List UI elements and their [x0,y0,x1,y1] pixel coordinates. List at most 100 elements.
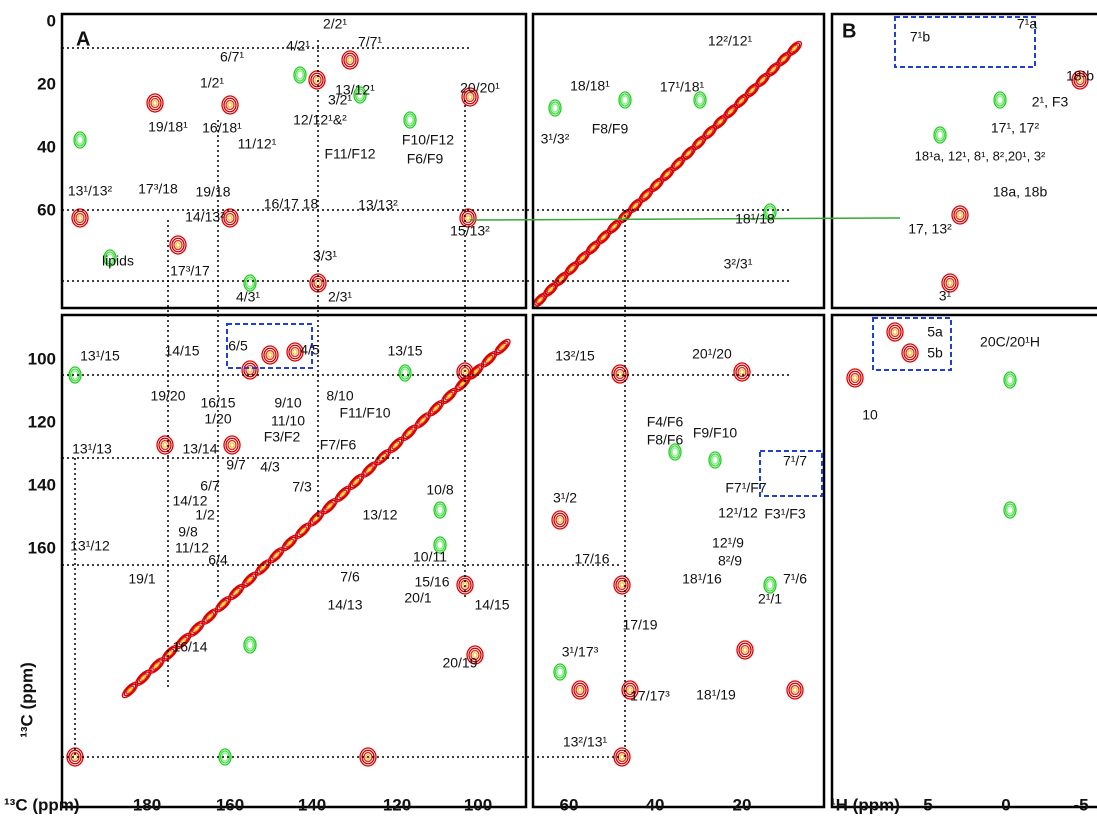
peak-contour [626,196,644,214]
peak-contour [200,607,220,627]
peak-label: 17³/18 [138,181,178,197]
peak-contour [576,686,584,695]
peak-contour [578,688,582,693]
peak-label: 11/12 [175,540,209,556]
peak-contour [418,416,428,426]
peak-contour [893,330,897,335]
peak-label: F11/F12 [324,146,375,162]
peak-label: 6/5 [228,338,248,354]
peak-label: 18¹b [1066,68,1094,84]
peak-contour [594,228,612,246]
peak-label: 18/18¹ [570,78,610,94]
x-tick-label: 5 [923,795,932,814]
peak-contour [541,280,559,298]
peak-contour [722,102,740,120]
peak-contour [743,81,761,99]
y-tick-label: 40 [37,137,56,156]
peak-contour [497,342,507,352]
x-tick-label: 0 [1001,795,1010,814]
peak-label: 11/12¹ [238,136,277,152]
peak-contour [1007,506,1013,514]
peak-label: 13/14 [182,441,217,457]
peak-contour [711,113,729,131]
peak-contour [348,58,352,63]
peak-label: 10/8 [426,482,453,498]
peak-label: 3/3¹ [313,248,337,264]
peak-label: 7¹b [910,29,930,45]
peak-contour [679,144,697,162]
peak-label: F8/F9 [592,121,629,137]
peak-contour [247,279,253,287]
peak-contour [605,217,623,235]
peak-contour [78,216,82,221]
peak-contour [391,440,401,450]
peak-label: 2/3¹ [328,289,352,305]
peak-contour [956,211,964,220]
peak-contour [620,755,624,760]
peak-label: F7/F6 [320,437,357,453]
peak-label: 17¹, 17² [991,120,1040,136]
peak-contour [266,351,274,360]
peak-contour [906,349,914,358]
peak-label: F3/F2 [264,429,301,445]
x-tick-label: 100 [464,795,492,814]
y-tick-label: 160 [28,538,56,557]
peak-label: 6/7¹ [220,49,244,65]
peak-label: 20¹/20 [692,346,732,362]
x-tick-label: 20 [733,795,752,814]
peak-contour [700,123,718,141]
peak-contour [785,39,803,57]
peak-contour [246,366,254,375]
peak-label: 4/2¹ [286,38,310,54]
peak-label: 2¹, F3 [1032,94,1069,110]
peak-contour [133,668,153,688]
peak-contour [793,688,797,693]
peak-label: 10/11 [413,549,447,565]
peak-contour [948,281,952,286]
peak-contour [891,328,899,337]
peak-contour [213,594,233,614]
peak-contour [228,441,236,450]
panel-label: A [76,28,90,50]
peak-contour [253,558,273,578]
y-tick-label: 20 [37,74,56,93]
peak-label: 18¹/19 [696,687,736,703]
peak-label: 5a [927,324,943,340]
peak-contour [280,533,300,553]
peak-contour [320,496,340,516]
peak-label: 12²/12¹ [708,33,753,49]
peak-label: 10 [862,407,878,423]
peak-contour [386,435,406,455]
peak-label: 14/15 [164,343,199,359]
peak-label: 18¹/16 [682,571,722,587]
peak-contour [306,509,326,529]
peak-label: 13¹/13² [68,183,113,199]
peak-contour [466,216,470,221]
x-tick-label: 120 [383,795,411,814]
peak-contour [764,60,782,78]
peak-contour [245,575,255,585]
peak-label: F3¹/F3 [764,506,805,522]
peak-contour [120,680,140,700]
peak-contour [138,673,148,683]
peak-contour [313,76,321,85]
peak-contour [285,538,295,548]
peak-contour [346,472,366,492]
peak-contour [741,646,749,655]
peak-contour [311,514,321,524]
peak-contour [732,92,750,110]
peak-contour [437,506,443,514]
peak-label: 3¹/2 [553,490,577,506]
annotations: 6/7¹4/2¹2/2¹7/7¹1/2¹13/12¹20/20¹19/18¹16… [68,16,1094,750]
x-tick-label: 160 [216,795,244,814]
x-tick-label: 140 [298,795,326,814]
x-tick-label: 60 [560,795,579,814]
peak-contour [672,448,678,456]
peak-label: 20/20¹ [460,80,500,96]
peak-label: 7¹a [1017,16,1037,32]
peak-contour [333,484,353,504]
peak-label: 15/16 [414,574,449,590]
y-tick-label: 140 [28,475,56,494]
peak-contour [767,581,773,589]
peak-label: 8²/9 [718,553,742,569]
